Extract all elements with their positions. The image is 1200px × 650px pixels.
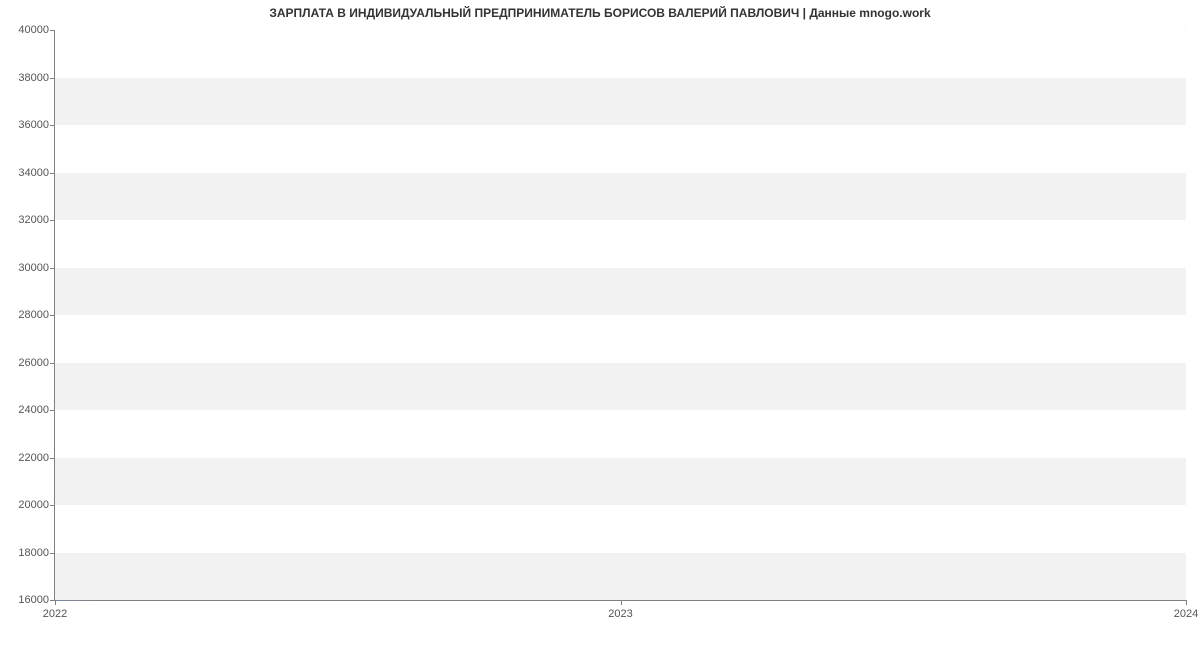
y-tick-mark xyxy=(50,220,55,221)
y-tick-mark xyxy=(50,268,55,269)
plot-area: 1600018000200002200024000260002800030000… xyxy=(54,30,1186,601)
grid-band xyxy=(55,458,1186,506)
x-tick-mark xyxy=(1186,600,1187,605)
salary-chart: ЗАРПЛАТА В ИНДИВИДУАЛЬНЫЙ ПРЕДПРИНИМАТЕЛ… xyxy=(0,0,1200,650)
grid-band xyxy=(55,553,1186,601)
y-tick-mark xyxy=(50,125,55,126)
grid-band xyxy=(55,78,1186,126)
grid-band xyxy=(55,173,1186,221)
grid-band xyxy=(55,30,1186,78)
grid-band xyxy=(55,363,1186,411)
grid-band xyxy=(55,125,1186,173)
chart-title: ЗАРПЛАТА В ИНДИВИДУАЛЬНЫЙ ПРЕДПРИНИМАТЕЛ… xyxy=(0,6,1200,20)
y-tick-mark xyxy=(50,315,55,316)
y-tick-mark xyxy=(50,410,55,411)
y-tick-mark xyxy=(50,78,55,79)
x-tick-mark xyxy=(621,600,622,605)
y-tick-mark xyxy=(50,553,55,554)
y-tick-mark xyxy=(50,30,55,31)
grid-band xyxy=(55,315,1186,363)
y-tick-mark xyxy=(50,363,55,364)
grid-band xyxy=(55,410,1186,458)
y-tick-mark xyxy=(50,458,55,459)
x-tick-mark xyxy=(55,600,56,605)
grid-band xyxy=(55,268,1186,316)
grid-band xyxy=(55,220,1186,268)
y-tick-mark xyxy=(50,173,55,174)
grid-band xyxy=(55,505,1186,553)
y-tick-mark xyxy=(50,505,55,506)
